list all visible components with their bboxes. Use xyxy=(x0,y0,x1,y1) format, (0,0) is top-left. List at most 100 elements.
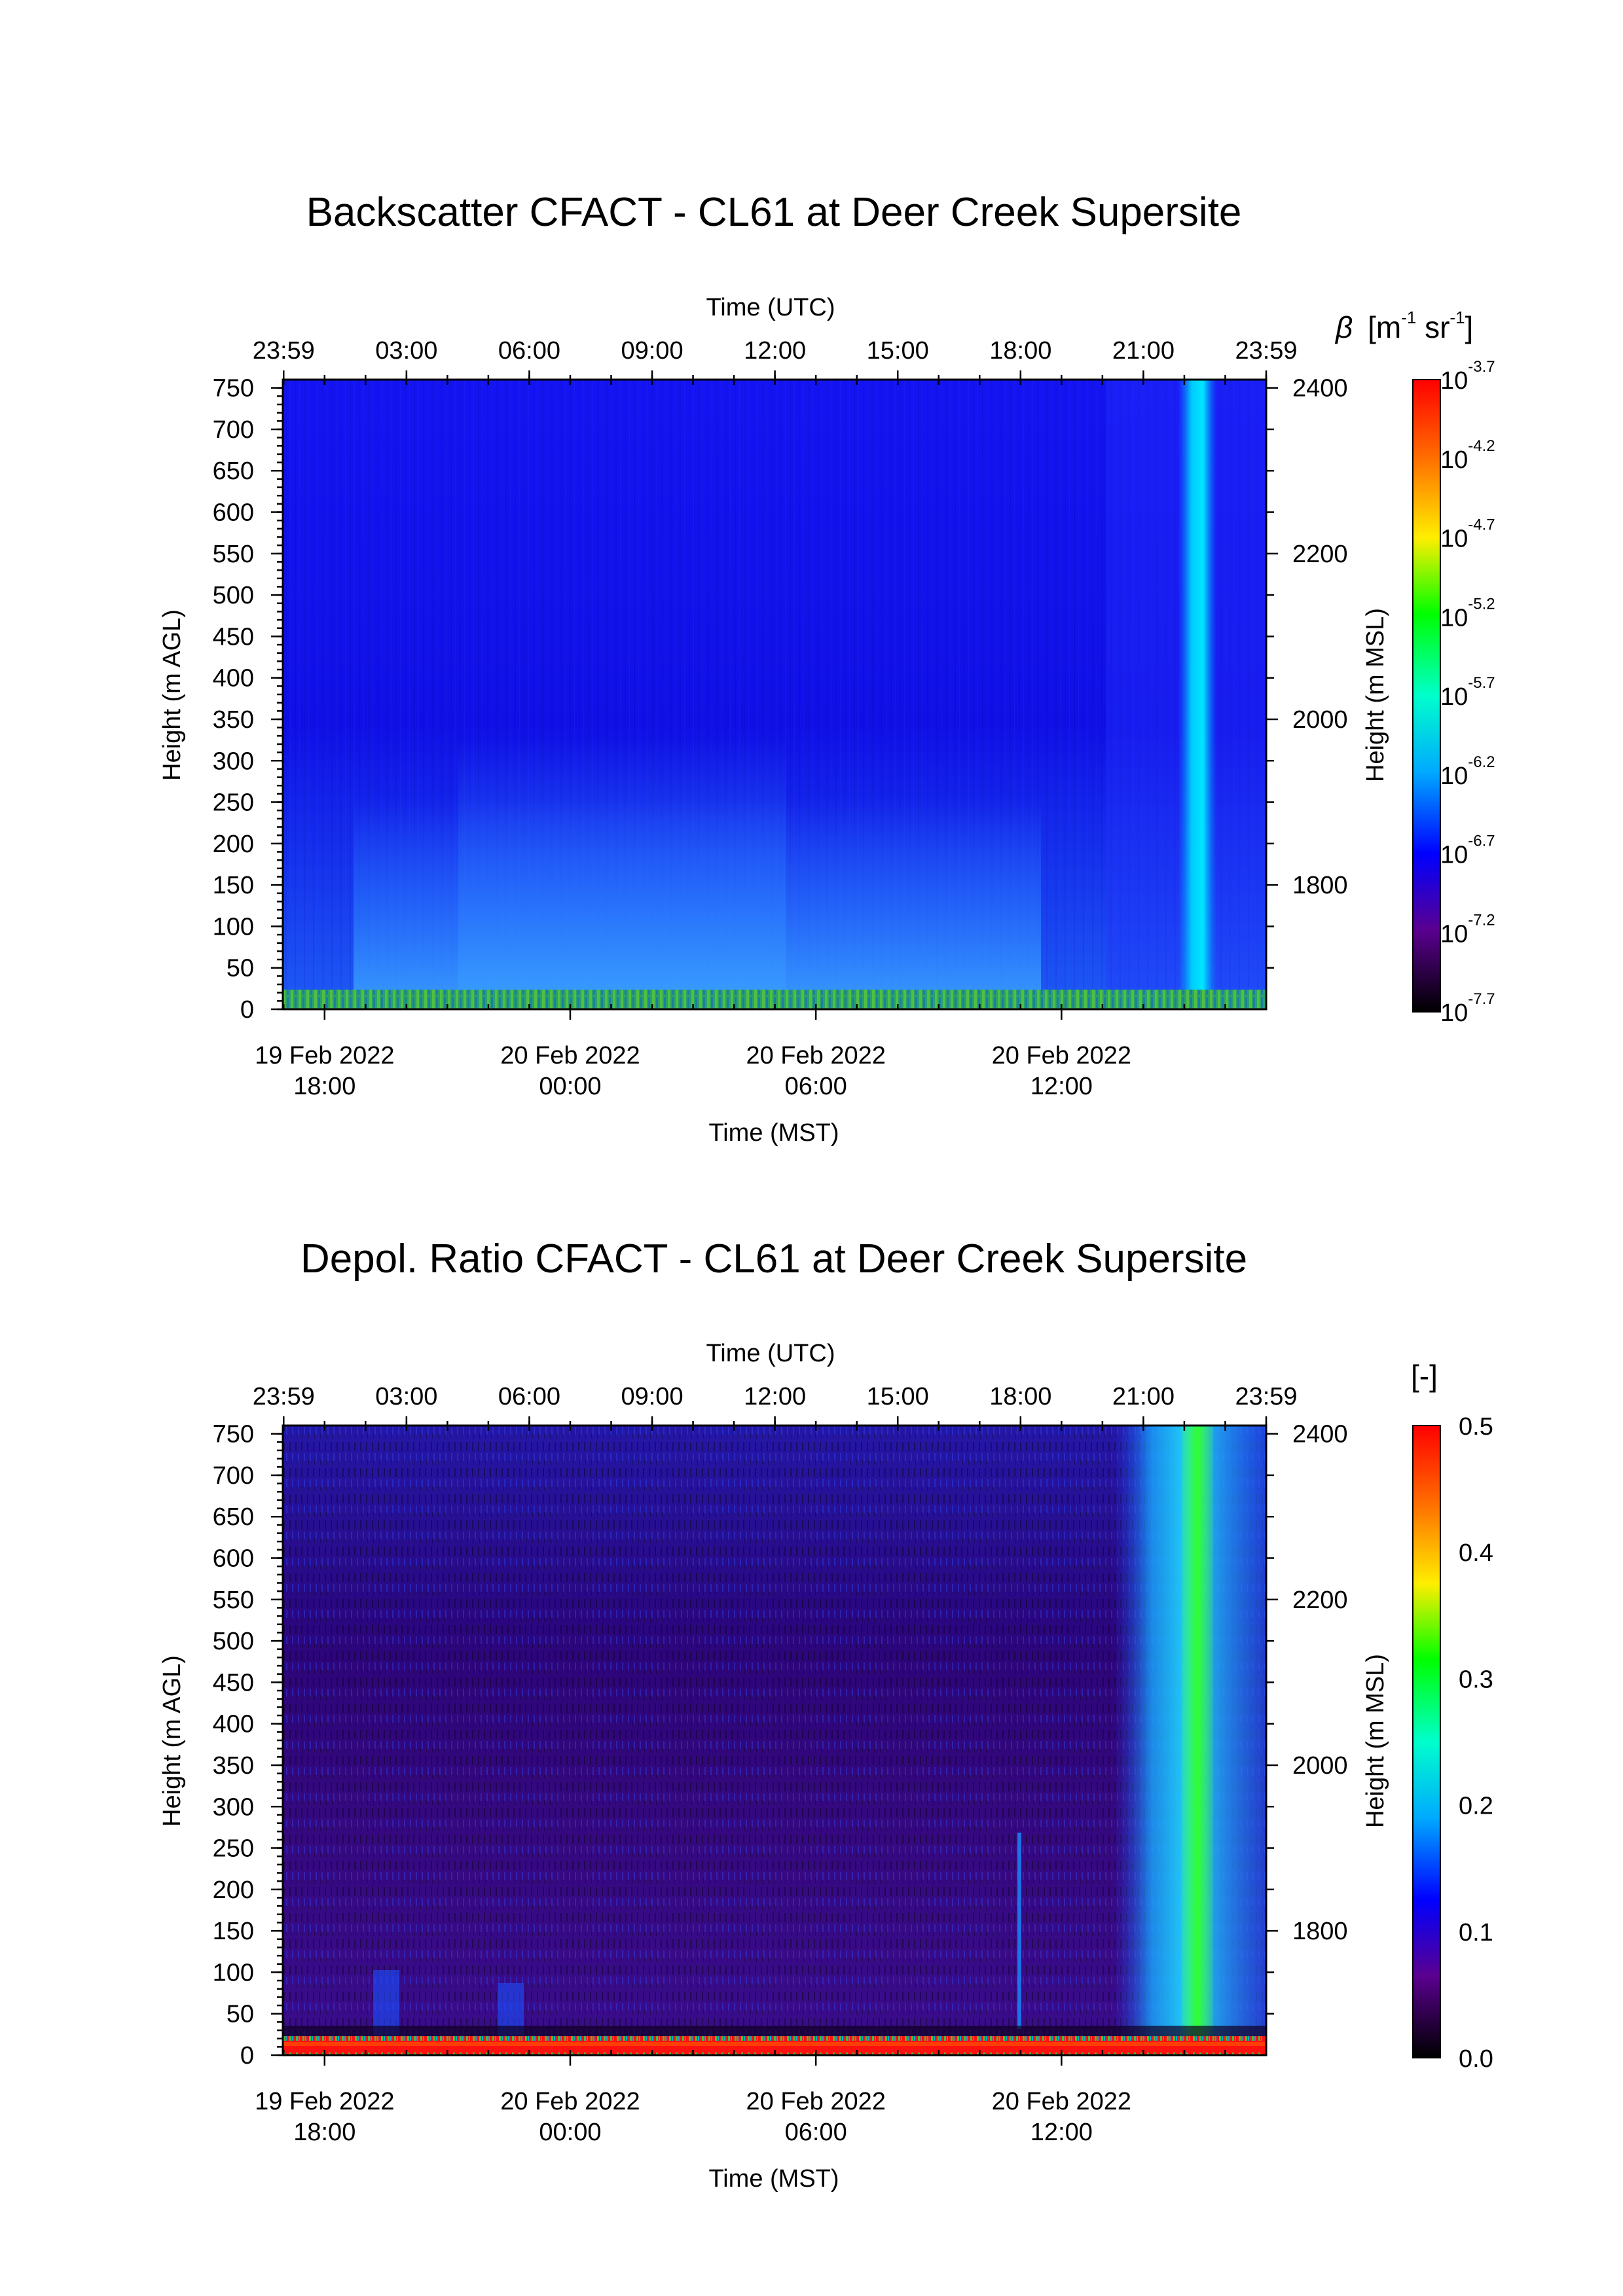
heatmap-field xyxy=(283,1426,1266,2055)
top-tick-label: 15:00 xyxy=(867,1383,929,1410)
bottom-tick-date: 20 Feb 2022 xyxy=(500,1042,640,1069)
colorbar-tick-label: 0.0 xyxy=(1459,2045,1493,2073)
colorbar-tick-label: 0.4 xyxy=(1459,1539,1493,1567)
left-tick-label: 600 xyxy=(213,1545,254,1573)
left-tick-label: 500 xyxy=(213,582,254,609)
right-tick-label: 2400 xyxy=(1292,1421,1348,1448)
left-tick-label: 450 xyxy=(213,1669,254,1696)
bottom-tick-time: 06:00 xyxy=(785,1073,847,1100)
left-tick-label: 600 xyxy=(213,499,254,527)
bottom-tick-time: 18:00 xyxy=(293,1073,356,1100)
bottom-tick-date: 20 Feb 2022 xyxy=(746,2088,885,2115)
left-tick-label: 750 xyxy=(213,1421,254,1448)
bottom-tick-time: 12:00 xyxy=(1030,2119,1093,2146)
top-tick-label: 23:59 xyxy=(1235,337,1297,365)
colorbar xyxy=(1412,1425,1441,2058)
top-tick-label: 12:00 xyxy=(744,337,806,365)
chart-title: Backscatter CFACT - CL61 at Deer Creek S… xyxy=(306,190,1242,235)
left-tick-label: 100 xyxy=(213,1959,254,1986)
left-tick-label: 400 xyxy=(213,665,254,692)
top-tick-label: 21:00 xyxy=(1112,1383,1175,1410)
top-tick-label: 18:00 xyxy=(989,337,1051,365)
left-tick-label: 550 xyxy=(213,1587,254,1614)
right-tick-label: 1800 xyxy=(1292,1918,1348,1945)
top-tick-label: 09:00 xyxy=(621,1383,683,1410)
left-tick-label: 500 xyxy=(213,1628,254,1655)
vertical-column xyxy=(1178,380,1216,995)
left-tick-label: 550 xyxy=(213,541,254,568)
left-tick-label: 700 xyxy=(213,1462,254,1490)
left-tick-label: 200 xyxy=(213,1876,254,1904)
top-tick-label: 03:00 xyxy=(375,337,437,365)
right-tick-label: 2200 xyxy=(1292,541,1348,568)
colorbar-tick-label: 0.1 xyxy=(1459,1919,1493,1946)
left-tick-label: 350 xyxy=(213,706,254,734)
right-axis-label: Height (m MSL) xyxy=(1362,1654,1389,1828)
colorbar-tick-label: 10-7.7 xyxy=(1440,990,1495,1027)
bottom-tick-date: 20 Feb 2022 xyxy=(746,1042,885,1069)
left-tick-label: 250 xyxy=(213,789,254,817)
colorbar-label: β [m-1 sr-1] xyxy=(1334,308,1473,344)
colorbar-tick-label: 10-4.2 xyxy=(1440,437,1495,474)
bottom-tick-date: 20 Feb 2022 xyxy=(500,2088,640,2115)
top-tick-label: 23:59 xyxy=(253,337,315,365)
top-tick-label: 12:00 xyxy=(744,1383,806,1410)
top-tick-label: 15:00 xyxy=(867,337,929,365)
left-tick-label: 0 xyxy=(240,996,254,1024)
colorbar-tick-label: 10-7.2 xyxy=(1440,911,1495,948)
right-axis-label: Height (m MSL) xyxy=(1362,608,1389,782)
left-tick-label: 750 xyxy=(213,375,254,403)
bottom-tick-time: 12:00 xyxy=(1030,1073,1093,1100)
depol-ratio-chart: Depol. Ratio CFACT - CL61 at Deer Creek … xyxy=(158,1236,1493,2193)
bottom-tick-date: 19 Feb 2022 xyxy=(255,1042,394,1069)
bottom-axis-label: Time (MST) xyxy=(708,1119,839,1147)
colorbar-tick-label: 10-4.7 xyxy=(1440,516,1495,553)
bottom-tick-date: 20 Feb 2022 xyxy=(992,1042,1131,1069)
left-tick-label: 200 xyxy=(213,831,254,858)
left-tick-label: 150 xyxy=(213,1918,254,1945)
left-tick-label: 650 xyxy=(213,457,254,485)
left-tick-label: 650 xyxy=(213,1503,254,1531)
bottom-tick-time: 06:00 xyxy=(785,2119,847,2146)
top-tick-label: 23:59 xyxy=(253,1383,315,1410)
left-tick-label: 250 xyxy=(213,1835,254,1863)
left-axis-label: Height (m AGL) xyxy=(158,609,186,781)
bottom-tick-date: 20 Feb 2022 xyxy=(992,2088,1131,2115)
vertical-column xyxy=(1182,1426,1213,2041)
chart-title: Depol. Ratio CFACT - CL61 at Deer Creek … xyxy=(301,1236,1247,1282)
bottom-tick-time: 00:00 xyxy=(539,1073,601,1100)
left-tick-label: 350 xyxy=(213,1752,254,1780)
left-tick-label: 450 xyxy=(213,623,254,651)
top-axis-label: Time (UTC) xyxy=(706,294,835,321)
backscatter-chart: Backscatter CFACT - CL61 at Deer Creek S… xyxy=(158,190,1495,1147)
heatmap-field xyxy=(283,380,1266,1009)
top-tick-label: 23:59 xyxy=(1235,1383,1297,1410)
top-tick-label: 09:00 xyxy=(621,337,683,365)
colorbar-tick-label: 0.2 xyxy=(1459,1793,1493,1820)
colorbar-tick-label: 10-6.2 xyxy=(1440,753,1495,790)
bottom-tick-time: 00:00 xyxy=(539,2119,601,2146)
right-tick-label: 2200 xyxy=(1292,1587,1348,1614)
colorbar-tick-label: 10-5.7 xyxy=(1440,674,1495,711)
bottom-tick-time: 18:00 xyxy=(293,2119,356,2146)
right-tick-label: 2400 xyxy=(1292,375,1348,403)
colorbar-tick-label: 10-6.7 xyxy=(1440,833,1495,869)
left-tick-label: 50 xyxy=(227,2001,254,2028)
right-tick-label: 2000 xyxy=(1292,1752,1348,1780)
left-tick-label: 100 xyxy=(213,913,254,941)
colorbar-tick-label: 0.3 xyxy=(1459,1666,1493,1693)
top-tick-label: 21:00 xyxy=(1112,337,1175,365)
colorbar-label: [-] xyxy=(1411,1359,1438,1393)
colorbar-tick-label: 0.5 xyxy=(1459,1413,1493,1441)
left-tick-label: 0 xyxy=(240,2042,254,2070)
left-tick-label: 50 xyxy=(227,955,254,982)
top-tick-label: 03:00 xyxy=(375,1383,437,1410)
left-tick-label: 300 xyxy=(213,747,254,775)
left-tick-label: 400 xyxy=(213,1711,254,1738)
top-tick-label: 18:00 xyxy=(989,1383,1051,1410)
colorbar-tick-label: 10-3.7 xyxy=(1440,358,1495,395)
left-tick-label: 150 xyxy=(213,872,254,899)
left-axis-label: Height (m AGL) xyxy=(158,1655,186,1827)
colorbar-tick-label: 10-5.2 xyxy=(1440,595,1495,632)
